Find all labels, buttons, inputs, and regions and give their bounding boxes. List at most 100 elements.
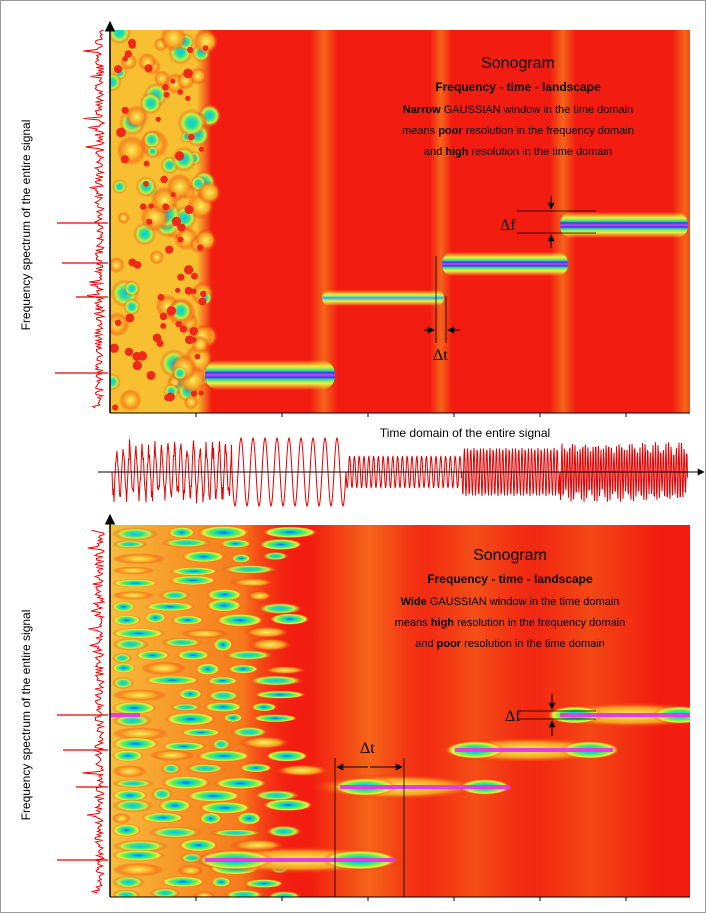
noise-dot [170,78,176,84]
top-line2-pre: means [402,125,438,137]
noise-blob [166,173,193,200]
top-sonogram-panel: Frequency spectrum of the entire signal … [19,20,690,417]
noise-blob [253,690,307,699]
bottom-line3-pre: and [415,638,436,650]
noise-blob [160,637,204,648]
noise-blob [135,650,170,661]
noise-dot [112,404,119,411]
noise-blob [223,649,274,661]
noise-blob [206,689,241,702]
top-band-2 [322,290,444,306]
top-frequency-spectrum [83,29,106,409]
noise-blob [211,738,231,751]
noise-dot [164,394,171,401]
noise-dot [120,155,129,164]
noise-blob [169,299,193,323]
noise-blob [238,736,291,750]
noise-blob [192,891,216,897]
noise-blob [211,876,231,888]
noise-blob [184,763,227,774]
noise-dot [183,68,193,79]
noise-dot [166,306,177,316]
noise-dot [128,38,136,47]
bottom-line2-bold: high [431,617,454,629]
noise-blob [262,526,318,539]
top-y-axis-label: Frequency spectrum of the entire signal [19,120,33,331]
noise-dot [184,205,194,215]
bottom-line1-bold: Wide [401,596,427,608]
top-description-line-3: and high resolution in the time domain [424,146,612,158]
noise-blob [244,879,284,888]
noise-dot [197,244,204,251]
noise-blob [252,714,298,723]
bottom-x-ticks [195,897,627,901]
noise-blob [112,628,166,639]
noise-dot [116,127,126,138]
noise-dot [144,64,153,73]
noise-blob [160,876,206,888]
bottom-band-2-line [340,785,510,789]
noise-blob [148,826,203,839]
noise-blob [265,825,303,838]
noise-dot [190,390,198,397]
bottom-line3-bold: poor [437,638,462,650]
noise-dot [198,297,207,306]
noise-blob [177,864,204,876]
noise-blob [144,612,167,624]
noise-blob [180,629,229,639]
noise-dot [159,312,168,321]
noise-dot [114,65,123,74]
noise-blob [112,553,166,565]
noise-dot [124,50,132,58]
noise-dot [177,223,186,232]
noise-blob [112,590,155,600]
bottom-line2-rest: resolution in the frequency domain [454,617,625,629]
noise-blob [269,613,310,625]
bottom-line1-rest: GAUSSIAN window in the time domain [427,596,620,608]
bottom-subtitle: Frequency - time - landscape [427,572,593,586]
noise-dot [160,175,168,184]
top-delta-t-annotation: Δt [424,256,460,364]
noise-blob [112,701,157,715]
top-line1-bold: Narrow [403,104,441,116]
noise-blob [209,828,263,837]
top-delta-f-label: Δf [500,217,516,234]
noise-blob [183,394,199,410]
noise-dot [128,258,137,267]
noise-dot [177,89,184,95]
noise-blob [110,373,121,391]
noise-blob [160,30,187,52]
noise-blob [112,676,135,689]
noise-dot [189,326,199,336]
noise-blob [135,176,157,198]
noise-blob [112,179,127,194]
bottom-delta-t-label: Δt [360,740,375,757]
noise-blob [112,749,144,762]
top-title: Sonogram [481,55,555,72]
noise-blob [141,812,185,823]
top-line1-rest: GAUSSIAN window in the time domain [441,104,634,116]
noise-blob [112,839,169,853]
bottom-delta-f-label: Δf [505,708,521,725]
noise-dot [179,325,188,333]
noise-blob [125,105,149,129]
noise-blob [206,599,242,613]
bottom-frequency-spectrum [82,529,106,894]
noise-blob [214,777,267,790]
noise-blob [161,775,211,790]
noise-dot [194,353,201,360]
top-x-ticks [195,413,627,417]
noise-blob [123,298,141,316]
noise-blob [247,638,293,652]
top-line2-bold: poor [438,125,463,137]
bottom-line3-rest: resolution in the time domain [461,638,605,650]
noise-blob [160,537,213,548]
noise-dot [157,293,165,301]
noise-blob [149,749,195,762]
bottom-description-line-3: and poor resolution in the time domain [415,638,605,650]
noise-blob [265,750,309,762]
noise-blob [229,578,275,587]
noise-dot [174,151,185,161]
noise-blob [158,590,191,601]
